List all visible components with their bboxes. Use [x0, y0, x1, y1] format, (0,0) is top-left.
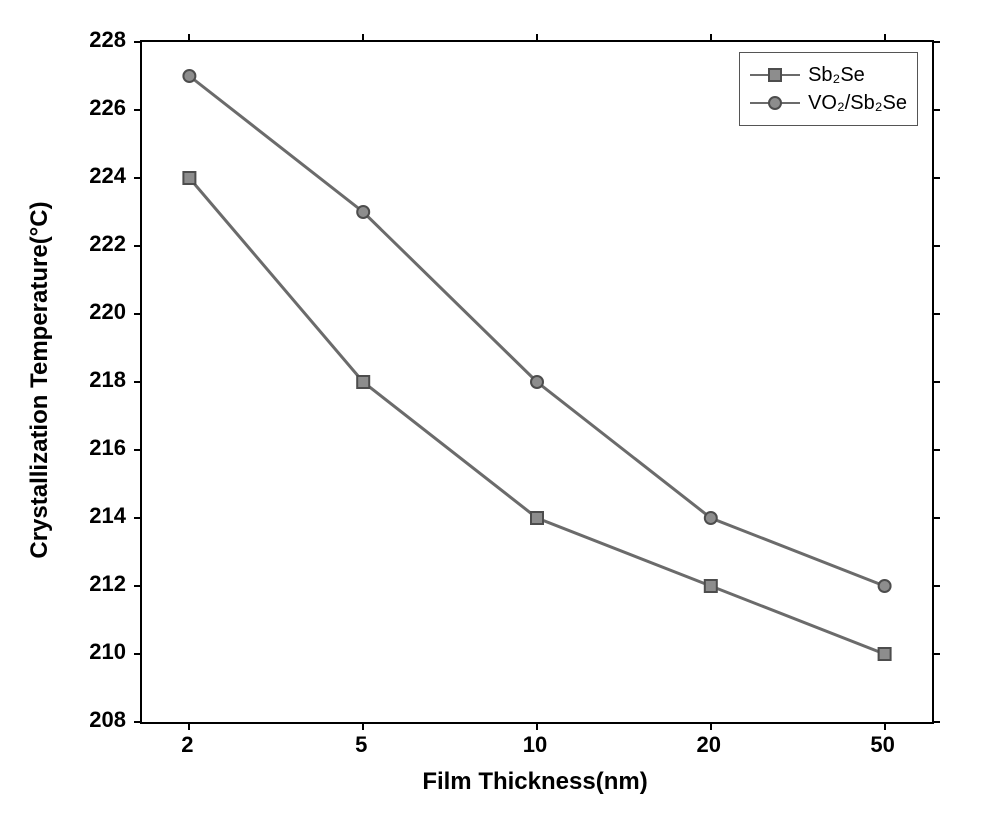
y-tick — [932, 585, 940, 587]
series-marker — [531, 376, 543, 388]
x-axis-label: Film Thickness(nm) — [422, 768, 647, 796]
x-tick — [536, 722, 538, 730]
y-tick — [932, 41, 940, 43]
y-tick — [932, 653, 940, 655]
y-tick — [932, 517, 940, 519]
y-tick — [134, 653, 142, 655]
plot-area — [140, 40, 934, 724]
y-tick-label: 224 — [76, 163, 126, 189]
data-series-layer — [142, 42, 932, 722]
legend-item: Sb₂Se — [750, 61, 907, 89]
x-tick — [536, 34, 538, 42]
y-tick-label: 214 — [76, 503, 126, 529]
y-tick — [134, 449, 142, 451]
y-tick — [932, 109, 940, 111]
x-tick — [188, 34, 190, 42]
y-tick — [134, 381, 142, 383]
y-tick — [932, 381, 940, 383]
x-tick-label: 20 — [697, 732, 721, 758]
y-tick — [932, 245, 940, 247]
series-marker — [183, 172, 195, 184]
y-tick-label: 220 — [76, 299, 126, 325]
x-tick-label: 2 — [181, 732, 193, 758]
y-tick-label: 228 — [76, 27, 126, 53]
x-tick — [710, 34, 712, 42]
y-tick — [134, 721, 142, 723]
x-tick — [884, 34, 886, 42]
y-tick — [134, 313, 142, 315]
y-tick-label: 212 — [76, 571, 126, 597]
y-tick-label: 222 — [76, 231, 126, 257]
series-marker — [705, 512, 717, 524]
y-tick-label: 216 — [76, 435, 126, 461]
x-tick — [710, 722, 712, 730]
y-tick — [932, 449, 940, 451]
legend: Sb₂Se VO₂/Sb₂Se — [739, 52, 918, 126]
legend-sample — [750, 65, 800, 85]
legend-label: Sb₂Se — [808, 64, 865, 87]
x-tick — [362, 34, 364, 42]
y-tick — [134, 585, 142, 587]
y-tick — [932, 313, 940, 315]
series-marker — [879, 580, 891, 592]
y-tick — [932, 177, 940, 179]
x-tick — [188, 722, 190, 730]
y-tick — [134, 109, 142, 111]
y-tick-label: 210 — [76, 639, 126, 665]
x-tick-label: 10 — [523, 732, 547, 758]
y-tick — [134, 177, 142, 179]
y-axis-label: Crystallization Temperature(°C) — [26, 201, 54, 558]
circle-marker-icon — [768, 96, 782, 110]
series-marker — [183, 70, 195, 82]
x-tick-label: 5 — [355, 732, 367, 758]
y-tick-label: 208 — [76, 707, 126, 733]
y-tick — [134, 41, 142, 43]
y-tick — [134, 245, 142, 247]
legend-item: VO₂/Sb₂Se — [750, 89, 907, 117]
x-tick — [884, 722, 886, 730]
legend-sample — [750, 93, 800, 113]
series-marker — [705, 580, 717, 592]
series-line — [189, 178, 884, 654]
y-tick — [932, 721, 940, 723]
x-tick-label: 50 — [870, 732, 894, 758]
series-marker — [357, 206, 369, 218]
square-marker-icon — [768, 68, 782, 82]
chart-container: Crystallization Temperature(°C) Film Thi… — [0, 0, 1000, 835]
series-marker — [531, 512, 543, 524]
y-tick-label: 218 — [76, 367, 126, 393]
series-line — [189, 76, 884, 586]
series-marker — [879, 648, 891, 660]
y-tick — [134, 517, 142, 519]
legend-label: VO₂/Sb₂Se — [808, 92, 907, 115]
series-marker — [357, 376, 369, 388]
y-tick-label: 226 — [76, 95, 126, 121]
x-tick — [362, 722, 364, 730]
